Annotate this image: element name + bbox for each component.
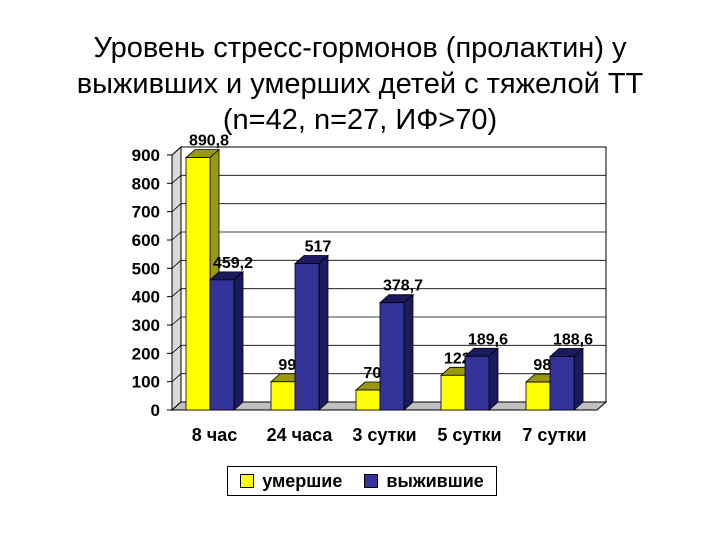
data-label-survived: 188,6	[553, 332, 593, 349]
legend-label-died: умершие	[262, 471, 342, 492]
bar-died	[186, 158, 210, 410]
data-label-survived: 378,7	[383, 278, 423, 295]
bar-side-survived	[234, 272, 243, 410]
data-label-died: 890,8	[189, 133, 229, 150]
bar-survived	[550, 357, 574, 410]
bar-survived	[295, 264, 319, 410]
bar-side-survived	[574, 349, 583, 410]
y-tick-label: 300	[132, 316, 160, 335]
x-tick-label: 3 сутки	[352, 425, 416, 445]
bar-side-survived	[319, 256, 328, 410]
legend-label-survived: выжившие	[386, 471, 483, 492]
bar-died	[441, 375, 465, 410]
chart-side-wall	[172, 147, 181, 410]
y-tick-label: 100	[132, 373, 160, 392]
y-tick-label: 500	[132, 259, 160, 278]
legend-item-survived: выжившие	[364, 471, 483, 492]
y-tick-label: 0	[151, 401, 160, 420]
x-tick-label: 8 час	[192, 425, 237, 445]
bar-survived	[210, 280, 234, 410]
bar-side-survived	[489, 348, 498, 410]
data-label-survived: 459,2	[213, 255, 253, 272]
legend-item-died: умершие	[240, 471, 342, 492]
y-tick-label: 800	[132, 174, 160, 193]
bar-died	[356, 390, 380, 410]
y-tick-label: 400	[132, 288, 160, 307]
legend: умершие выжившие	[227, 466, 497, 496]
y-tick-label: 600	[132, 231, 160, 250]
bar-survived	[465, 356, 489, 410]
legend-swatch-died	[240, 474, 254, 488]
y-tick-label: 900	[132, 146, 160, 165]
legend-swatch-survived	[364, 474, 378, 488]
y-tick-label: 700	[132, 203, 160, 222]
x-tick-label: 5 сутки	[437, 425, 501, 445]
data-label-survived: 517	[305, 239, 332, 256]
y-tick-label: 200	[132, 344, 160, 363]
bar-survived	[380, 303, 404, 410]
data-label-survived: 189,6	[468, 331, 508, 348]
x-tick-label: 7 сутки	[522, 425, 586, 445]
bar-side-survived	[404, 295, 413, 410]
x-tick-label: 24 часа	[267, 425, 334, 445]
bar-died	[526, 382, 550, 410]
bar-died	[271, 382, 295, 410]
